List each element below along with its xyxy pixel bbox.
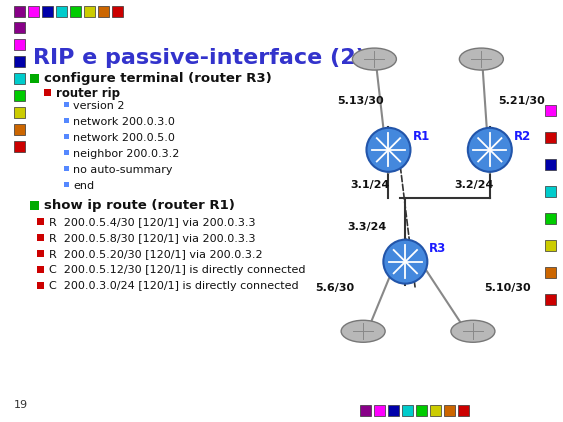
Bar bbox=[64, 182, 69, 187]
Text: 3.2/24: 3.2/24 bbox=[454, 180, 494, 190]
Circle shape bbox=[367, 128, 410, 172]
Bar bbox=[545, 105, 556, 116]
Bar bbox=[84, 6, 95, 17]
Bar bbox=[430, 405, 441, 416]
Bar bbox=[545, 159, 556, 170]
Bar bbox=[402, 405, 413, 416]
Text: 5.10/30: 5.10/30 bbox=[485, 284, 531, 293]
Bar bbox=[14, 56, 25, 67]
Text: R2: R2 bbox=[514, 130, 531, 143]
Text: 19: 19 bbox=[14, 400, 28, 410]
Bar bbox=[30, 74, 39, 83]
Bar bbox=[64, 166, 69, 171]
Bar bbox=[545, 240, 556, 251]
Text: C  200.0.5.12/30 [120/1] is directly connected: C 200.0.5.12/30 [120/1] is directly conn… bbox=[49, 265, 306, 275]
Bar bbox=[64, 134, 69, 139]
Bar bbox=[416, 405, 427, 416]
Text: neighbor 200.0.3.2: neighbor 200.0.3.2 bbox=[73, 149, 180, 159]
Bar bbox=[37, 282, 44, 289]
Text: network 200.0.5.0: network 200.0.5.0 bbox=[73, 133, 175, 143]
Text: end: end bbox=[73, 181, 94, 191]
Text: version 2: version 2 bbox=[73, 101, 124, 111]
Text: R3: R3 bbox=[430, 242, 446, 254]
Bar bbox=[70, 6, 81, 17]
Bar bbox=[112, 6, 123, 17]
Text: R  200.0.5.20/30 [120/1] via 200.0.3.2: R 200.0.5.20/30 [120/1] via 200.0.3.2 bbox=[49, 249, 262, 259]
Bar bbox=[42, 6, 53, 17]
Bar bbox=[28, 6, 39, 17]
Ellipse shape bbox=[451, 320, 495, 342]
Bar bbox=[545, 267, 556, 278]
Bar bbox=[545, 213, 556, 224]
Ellipse shape bbox=[352, 48, 396, 70]
Bar bbox=[14, 124, 25, 135]
Text: 3.1/24: 3.1/24 bbox=[351, 180, 390, 190]
Bar bbox=[458, 405, 469, 416]
Bar bbox=[44, 89, 51, 96]
Text: no auto-summary: no auto-summary bbox=[73, 165, 172, 175]
Bar bbox=[545, 132, 556, 143]
Text: 5.6/30: 5.6/30 bbox=[316, 284, 355, 293]
Bar bbox=[14, 141, 25, 152]
Text: R  200.0.5.8/30 [120/1] via 200.0.3.3: R 200.0.5.8/30 [120/1] via 200.0.3.3 bbox=[49, 233, 256, 243]
Text: 5.21/30: 5.21/30 bbox=[498, 97, 545, 106]
Text: show ip route (router R1): show ip route (router R1) bbox=[44, 199, 235, 212]
Text: R  200.0.5.4/30 [120/1] via 200.0.3.3: R 200.0.5.4/30 [120/1] via 200.0.3.3 bbox=[49, 217, 256, 227]
Bar bbox=[14, 6, 25, 17]
Bar bbox=[37, 218, 44, 225]
Circle shape bbox=[468, 128, 512, 172]
Text: network 200.0.3.0: network 200.0.3.0 bbox=[73, 117, 175, 127]
Bar bbox=[444, 405, 455, 416]
Bar bbox=[14, 73, 25, 84]
Text: 3.3/24: 3.3/24 bbox=[348, 222, 387, 232]
Ellipse shape bbox=[459, 48, 503, 70]
Bar bbox=[98, 6, 109, 17]
Bar bbox=[374, 405, 385, 416]
Bar bbox=[14, 107, 25, 118]
Bar bbox=[37, 234, 44, 241]
Bar bbox=[37, 250, 44, 257]
Bar bbox=[388, 405, 399, 416]
Bar bbox=[14, 90, 25, 101]
Text: RIP e passive-interface (2): RIP e passive-interface (2) bbox=[33, 48, 366, 68]
Bar bbox=[14, 39, 25, 50]
Text: R1: R1 bbox=[413, 130, 430, 143]
Ellipse shape bbox=[341, 320, 385, 342]
Bar bbox=[14, 22, 25, 33]
Bar bbox=[30, 201, 39, 210]
Bar bbox=[56, 6, 67, 17]
Bar bbox=[545, 294, 556, 305]
Bar bbox=[545, 186, 556, 197]
Bar bbox=[64, 150, 69, 155]
Circle shape bbox=[383, 240, 427, 284]
Text: C  200.0.3.0/24 [120/1] is directly connected: C 200.0.3.0/24 [120/1] is directly conne… bbox=[49, 281, 298, 291]
Text: router rip: router rip bbox=[56, 87, 120, 100]
Bar bbox=[64, 118, 69, 123]
Bar bbox=[64, 102, 69, 107]
Text: configure terminal (router R3): configure terminal (router R3) bbox=[44, 72, 272, 85]
Bar bbox=[360, 405, 371, 416]
Text: 5.13/30: 5.13/30 bbox=[337, 97, 384, 106]
Bar bbox=[37, 266, 44, 273]
